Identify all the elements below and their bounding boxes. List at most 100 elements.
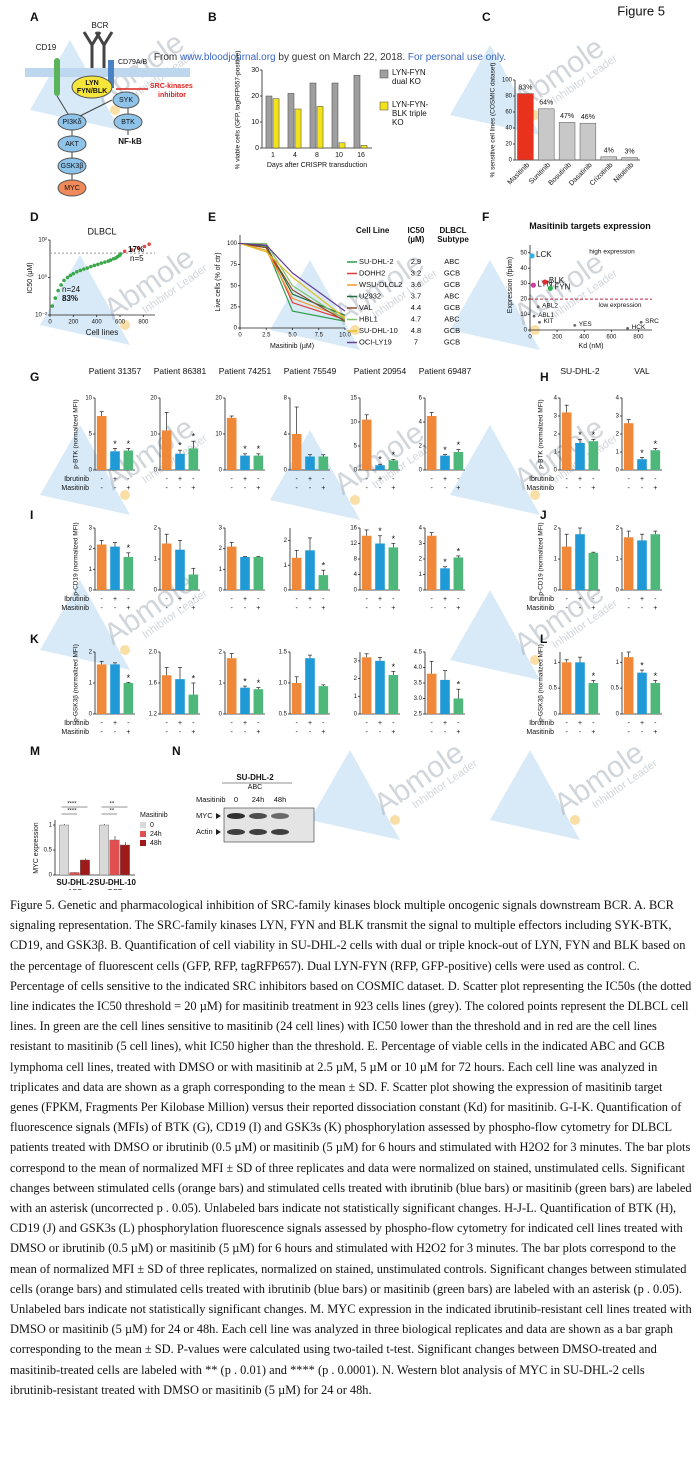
syk-node xyxy=(112,91,140,109)
treatment-label: Masitinib xyxy=(526,485,554,492)
watermark-shape xyxy=(40,580,130,670)
treatment-sign: + xyxy=(191,605,195,612)
label: NF-kB xyxy=(118,137,142,146)
bar xyxy=(110,546,120,590)
y-tick-label: 3 xyxy=(616,414,620,420)
axis-label: Days after CRISPR transduction xyxy=(267,162,367,169)
y-tick-label: 0 xyxy=(219,468,223,474)
treatment-sign: - xyxy=(322,476,325,483)
y-tick-label: 0 xyxy=(89,712,93,718)
y-tick-label: 0 xyxy=(554,712,558,718)
treatment-label: Masitinib xyxy=(526,605,554,612)
y-tick-label: 3 xyxy=(554,414,558,420)
panel-label: L xyxy=(540,632,547,646)
y-tick-label: 2 xyxy=(219,546,223,552)
significance: * xyxy=(178,441,182,451)
chart-title: SU-DHL-2 xyxy=(560,366,600,376)
table-cell: GCB xyxy=(444,280,460,289)
legend-swatch xyxy=(140,840,146,846)
bar xyxy=(426,535,437,590)
treatment-sign: - xyxy=(654,476,657,483)
significance: ** xyxy=(110,809,115,815)
x-tick-label: 0 xyxy=(238,333,242,339)
watermark-shape xyxy=(490,750,580,840)
y-tick-label: 1 xyxy=(616,450,620,456)
table-cell: GCB xyxy=(444,337,460,346)
bar xyxy=(226,658,237,714)
bar xyxy=(575,534,585,590)
treatment-sign: - xyxy=(230,729,233,736)
treatment-sign: - xyxy=(309,605,312,612)
treatment-sign: + xyxy=(308,720,312,727)
bar xyxy=(440,568,450,590)
axis-label: p-BTK (normalized MFI) xyxy=(538,399,545,468)
significance: * xyxy=(127,543,131,553)
treatment-sign: - xyxy=(295,605,298,612)
y-tick-label: 20 xyxy=(251,93,259,100)
treatment-sign: - xyxy=(457,596,460,603)
series-line xyxy=(239,242,346,319)
significance: ** xyxy=(110,802,115,808)
treatment-sign: - xyxy=(100,596,103,603)
table-cell: 3.7 xyxy=(411,291,421,300)
y-tick-label: 1 xyxy=(89,681,93,687)
significance: * xyxy=(127,439,131,449)
legend-label: 24h xyxy=(150,831,162,838)
treatment-sign: + xyxy=(256,605,260,612)
bar xyxy=(388,460,399,470)
y-tick-label: 1 xyxy=(354,694,358,700)
y-tick-label: 1 xyxy=(616,660,620,666)
y-tick-label: 4 xyxy=(354,572,358,578)
bar xyxy=(650,534,661,590)
treatment-sign: + xyxy=(456,605,460,612)
x-tick-label: 10.0 xyxy=(339,333,351,339)
x-tick-label: SU-DHL-2 xyxy=(56,878,94,887)
significance: * xyxy=(243,444,247,454)
watermark-dot xyxy=(350,325,360,335)
treatment-sign: - xyxy=(379,485,382,492)
treatment-sign: - xyxy=(379,729,382,736)
table-header: IC50 (µM) xyxy=(407,226,425,244)
treatment-sign: + xyxy=(591,729,595,736)
data-point xyxy=(573,323,577,327)
bar xyxy=(294,108,302,149)
treatment-sign: - xyxy=(230,605,233,612)
bar xyxy=(361,657,372,714)
signal-arrows xyxy=(56,95,129,180)
series-line xyxy=(239,242,346,312)
treatment-sign: - xyxy=(430,596,433,603)
label: LYN xyxy=(85,80,98,87)
treatment-sign: - xyxy=(365,485,368,492)
axis-label: IC50 (µM) xyxy=(27,262,34,293)
significance: * xyxy=(378,526,382,536)
label: CD19 xyxy=(36,43,57,52)
treatment-sign: - xyxy=(309,485,312,492)
y-tick-label: 16 xyxy=(350,526,357,532)
watermark-dot xyxy=(110,105,120,115)
point-label: YES xyxy=(579,321,593,328)
bar xyxy=(123,556,134,590)
y-tick-label: 10 xyxy=(251,119,259,126)
watermark-dot xyxy=(390,815,400,825)
table-cell: 3.6 xyxy=(411,280,421,289)
significance: * xyxy=(378,455,382,465)
chart-title: DLBCL xyxy=(87,226,116,236)
value-label: 47% xyxy=(560,113,574,120)
y-tick-label: 10 xyxy=(215,432,222,438)
x-tick-label: Masitinib xyxy=(507,162,532,187)
x-tick-label: SU-DHL-10 xyxy=(94,878,136,887)
axis-label: p-GSK3β (normalized MFI) xyxy=(538,644,545,722)
panel-label: M xyxy=(30,744,40,758)
bar xyxy=(375,660,385,714)
treatment-sign: - xyxy=(244,605,247,612)
treatment-sign: - xyxy=(100,720,103,727)
y-tick-label: 3 xyxy=(354,658,358,664)
bar xyxy=(361,535,372,590)
axis-label: p-BTK (normalized MFI) xyxy=(73,399,80,468)
y-tick-label: 1.0 xyxy=(279,681,288,687)
data-point xyxy=(122,249,127,254)
treatment-sign: - xyxy=(379,605,382,612)
bar xyxy=(650,683,661,714)
treatment-sign: + xyxy=(191,729,195,736)
y-tick-label: 40 xyxy=(520,266,527,272)
